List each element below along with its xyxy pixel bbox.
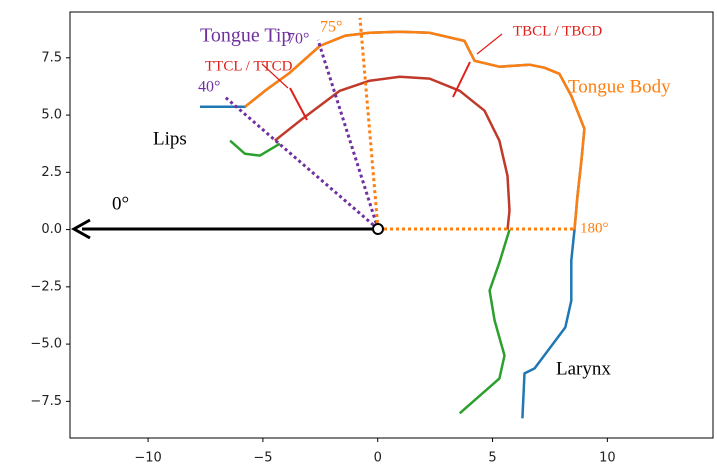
y-tick-label: 0.0 (41, 222, 62, 237)
annotation: 75° (320, 19, 342, 36)
x-tick-label: 0 (374, 451, 382, 466)
x-tick-label: 10 (599, 451, 616, 466)
origin (373, 224, 383, 234)
angle-70-line (318, 40, 378, 229)
curve (275, 77, 510, 230)
y-tick-label: −5.0 (30, 337, 62, 352)
tbcl-pointer (477, 34, 502, 54)
annotation: Tongue Tip (200, 25, 291, 47)
y-tick-label: −7.5 (30, 394, 62, 409)
x-tick-label: −10 (134, 451, 161, 466)
annotation: 70° (287, 31, 309, 48)
curve (200, 32, 584, 419)
annotation: Tongue Body (568, 76, 671, 97)
y-tick-label: 2.5 (41, 165, 62, 180)
guides (74, 18, 575, 238)
annotation: Larynx (556, 358, 611, 379)
y-tick-label: 7.5 (41, 50, 62, 65)
chart: −10 −5 0 5 10 −7.5 −5.0 −2.5 0.0 2.5 5.0 7.5 Tongue … (0, 0, 717, 475)
y-tick-label: −2.5 (30, 279, 62, 294)
x-tick-label: −5 (253, 451, 272, 466)
curves (200, 32, 584, 419)
x-tick-label: 5 (488, 451, 496, 466)
annotation: TBCL / TBCD (513, 23, 602, 39)
angle-40-line (225, 97, 378, 229)
annotation: 40° (198, 79, 220, 96)
curve (230, 141, 509, 414)
annotation: 0° (112, 193, 129, 214)
ttcl-segment (290, 88, 307, 120)
annotation: 180° (580, 220, 609, 236)
annotation: Lips (153, 128, 187, 149)
y-tick-label: 5.0 (41, 108, 62, 123)
curve (245, 32, 584, 230)
annotation: TTCL / TTCD (205, 58, 293, 74)
